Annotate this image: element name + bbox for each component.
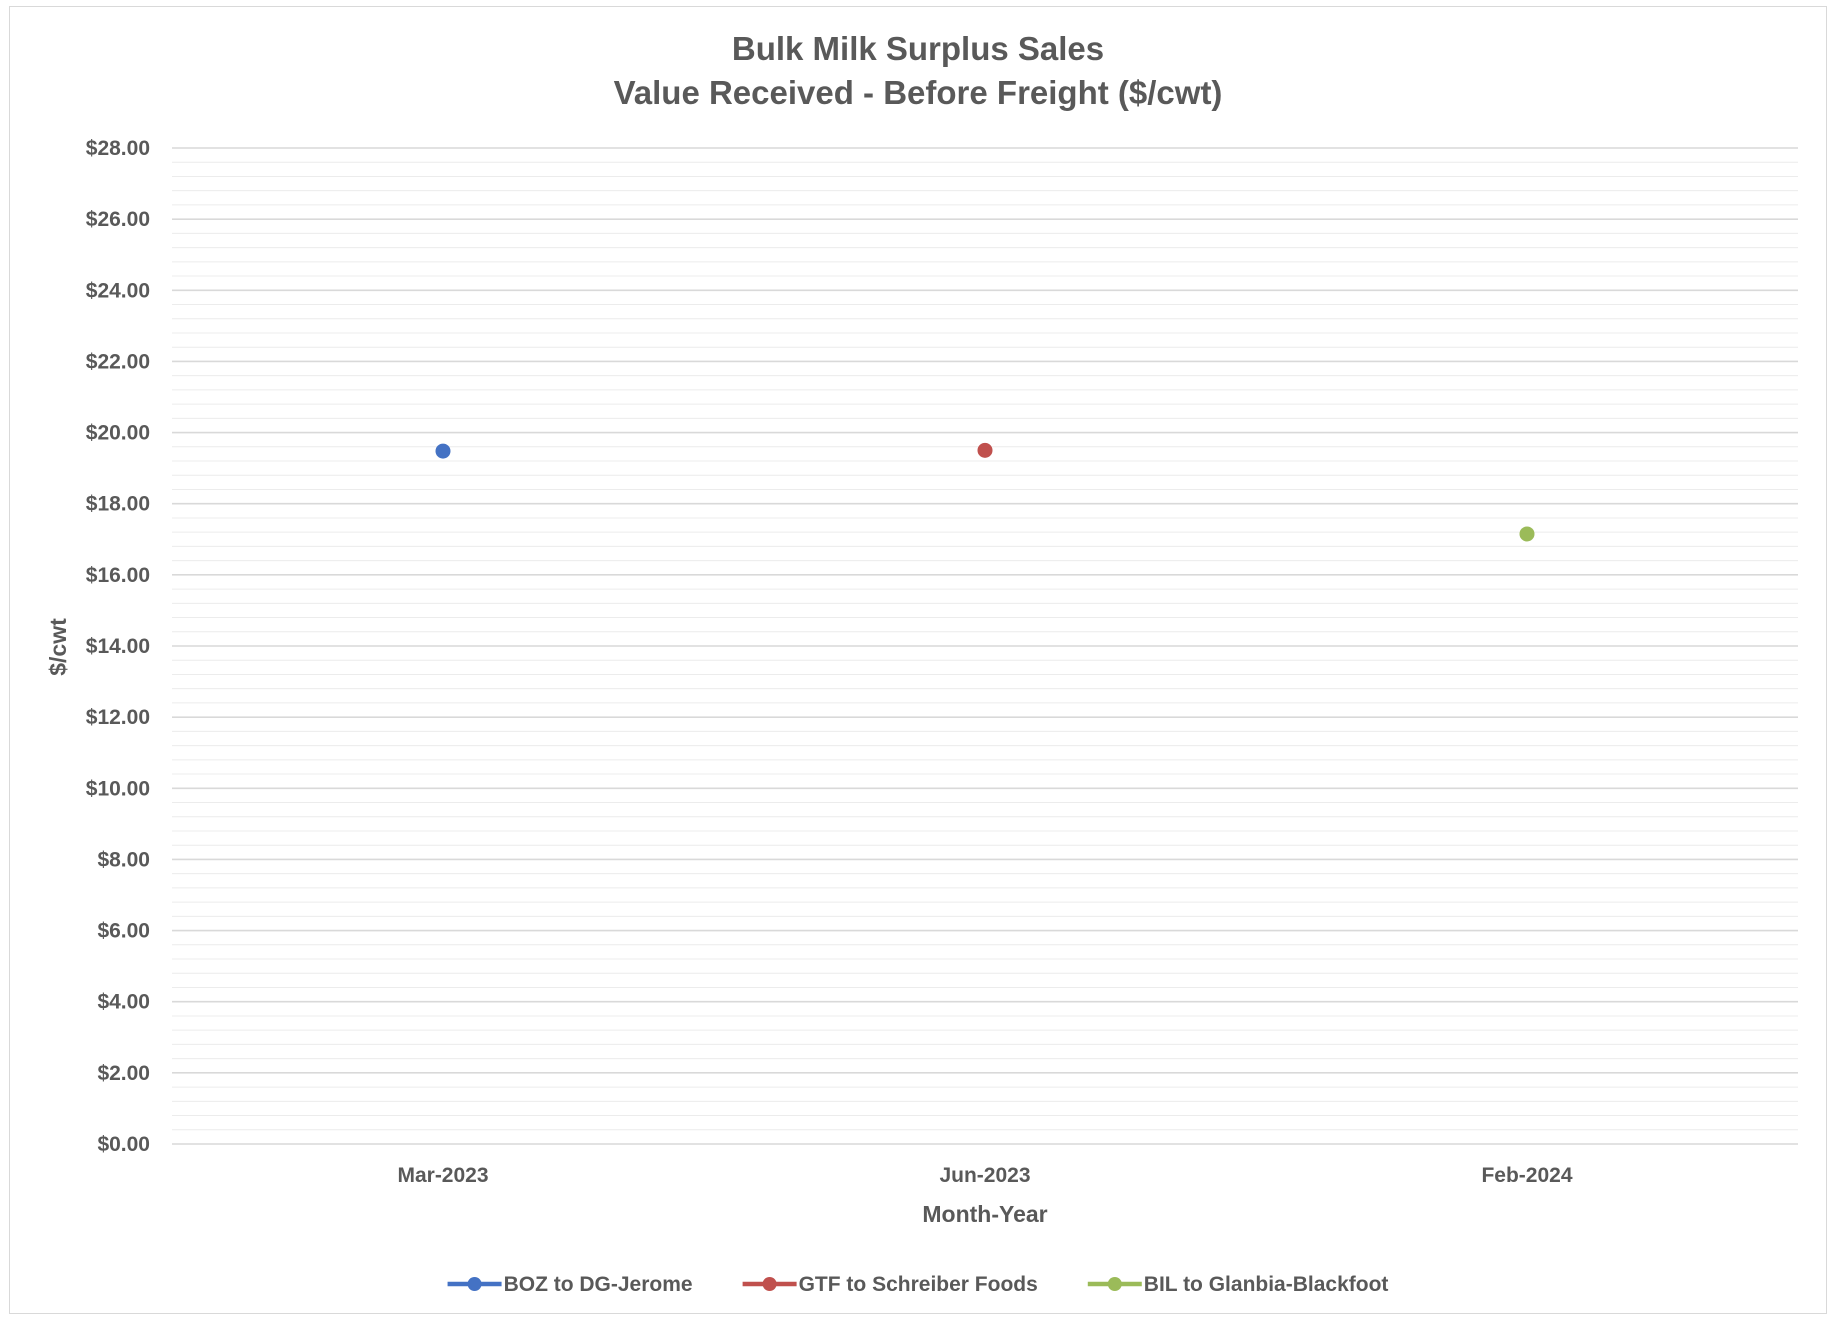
legend-marker-series-3 bbox=[1107, 1277, 1122, 1291]
y-tick-label: $2.00 bbox=[97, 1062, 150, 1085]
legend-label: BOZ to DG-Jerome bbox=[504, 1273, 693, 1296]
legend-marker-series-2 bbox=[762, 1277, 777, 1291]
y-axis-tick-labels: $0.00 $2.00 $4.00 $6.00 $8.00 $10.00 $12.00 $14… bbox=[86, 137, 150, 1156]
x-axis-title: Month-Year bbox=[922, 1201, 1047, 1227]
x-tick-label: Jun-2023 bbox=[939, 1164, 1030, 1187]
data-point-series-1 bbox=[435, 443, 451, 459]
legend-marker-series-1 bbox=[467, 1277, 482, 1291]
y-tick-label: $26.00 bbox=[86, 208, 150, 231]
data-points bbox=[435, 442, 1535, 542]
y-tick-label: $14.00 bbox=[86, 635, 150, 658]
x-axis-tick-labels: Mar-2023 Jun-2023 Feb-2024 bbox=[397, 1164, 1572, 1187]
y-tick-label: $6.00 bbox=[97, 920, 150, 943]
data-point-series-2 bbox=[977, 442, 993, 458]
y-axis-title: $/cwt bbox=[45, 618, 71, 676]
y-tick-label: $0.00 bbox=[97, 1133, 150, 1156]
y-tick-label: $10.00 bbox=[86, 777, 150, 800]
x-tick-label: Mar-2023 bbox=[397, 1164, 488, 1187]
y-tick-label: $4.00 bbox=[97, 991, 150, 1014]
chart-title-line-2: Value Received - Before Freight ($/cwt) bbox=[614, 74, 1223, 111]
y-tick-label: $16.00 bbox=[86, 564, 150, 587]
x-tick-label: Feb-2024 bbox=[1481, 1164, 1572, 1187]
legend-label: GTF to Schreiber Foods bbox=[799, 1273, 1038, 1296]
y-tick-label: $20.00 bbox=[86, 422, 150, 445]
y-tick-label: $24.00 bbox=[86, 279, 150, 302]
chart-title-line-1: Bulk Milk Surplus Sales bbox=[732, 30, 1104, 67]
data-point-series-3 bbox=[1519, 526, 1535, 542]
y-tick-label: $28.00 bbox=[86, 137, 150, 160]
gridlines bbox=[172, 147, 1798, 1145]
y-tick-label: $18.00 bbox=[86, 493, 150, 516]
legend-label: BIL to Glanbia-Blackfoot bbox=[1144, 1273, 1389, 1296]
legend: BOZ to DG-Jerome GTF to Schreiber Foods BI… bbox=[447, 1273, 1389, 1296]
y-tick-label: $12.00 bbox=[86, 706, 150, 729]
y-tick-label: $8.00 bbox=[97, 848, 150, 871]
y-tick-label: $22.00 bbox=[86, 350, 150, 373]
